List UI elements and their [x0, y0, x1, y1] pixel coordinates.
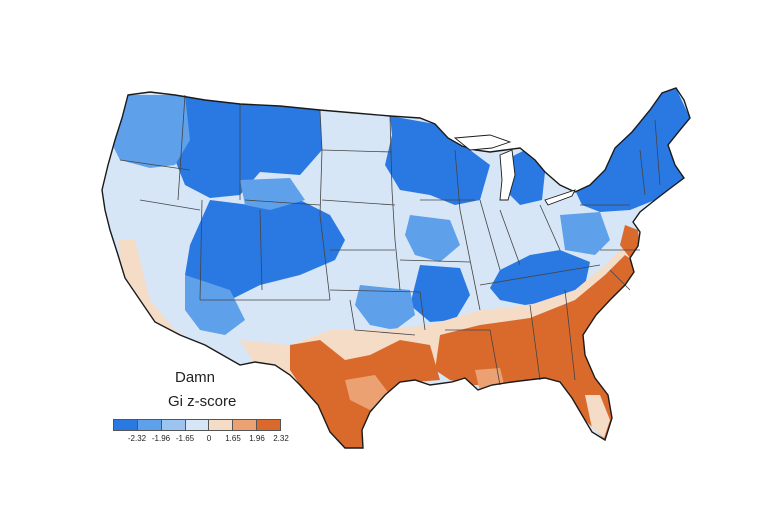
- legend-tick-label: 1.96: [249, 434, 265, 443]
- state-boundaries: [119, 94, 661, 386]
- legend-tick-label: 1.65: [225, 434, 241, 443]
- legend-swatch: [233, 420, 258, 430]
- legend-subtitle: Gi z-score: [168, 393, 237, 410]
- missouri-mid-blue-region: [405, 215, 460, 262]
- legend-swatch: [257, 420, 281, 430]
- arkansas-dark-blue-region: [410, 265, 470, 322]
- california-coast-light-orange: [118, 240, 200, 355]
- lake-michigan: [499, 149, 516, 201]
- legend-tick-label: -1.65: [175, 434, 195, 443]
- northeast-dark-blue-region: [575, 88, 690, 212]
- florida-light-orange: [585, 395, 610, 438]
- legend-swatch: [185, 420, 210, 430]
- lake-superior: [453, 134, 512, 151]
- michigan-dark-blue-region: [505, 150, 545, 205]
- legend-swatch: [209, 420, 234, 430]
- northwest-dark-blue-region: [175, 95, 322, 198]
- legend-swatch: [161, 420, 186, 430]
- upper-midwest-dark-blue-region: [385, 116, 490, 205]
- southeast-dark-orange-region: [435, 255, 635, 440]
- lake-erie: [544, 189, 576, 206]
- legend-word: Damn: [175, 369, 216, 386]
- legend-tick-label: 2.32: [273, 434, 289, 443]
- legend-tick-label: -1.96: [151, 434, 171, 443]
- northern-plains-mid-blue-region: [240, 178, 305, 210]
- legend-swatch: [114, 420, 138, 430]
- legend-swatch: [137, 420, 162, 430]
- legend-tick-labels: -2.32 -1.96 -1.65 0 1.65 1.96 2.32: [113, 434, 289, 446]
- legend-tick-label: 0: [206, 434, 212, 443]
- louisiana-mid-orange: [475, 368, 505, 392]
- legend-tick-label: -2.32: [127, 434, 147, 443]
- oklahoma-mid-blue-region: [355, 285, 415, 330]
- legend-color-bar: [113, 419, 281, 431]
- mountain-dark-blue-region: [185, 200, 345, 300]
- appalachia-mid-blue-region: [560, 212, 610, 255]
- pacific-northwest-mid-blue-region: [110, 95, 190, 168]
